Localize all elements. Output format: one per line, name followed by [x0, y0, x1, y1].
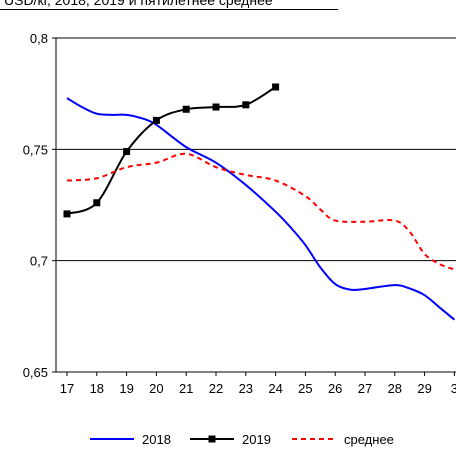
chart-title: USD/кг, 2018, 2019 и пятилетнее среднее: [4, 0, 273, 8]
point-2019-3: [152, 116, 160, 124]
x-tick-label-11: 28: [388, 381, 402, 396]
y-tick-label-1: 0,7: [30, 254, 48, 269]
point-2019-7: [272, 83, 280, 91]
point-2019-0: [63, 210, 71, 218]
grid-layer: [56, 37, 456, 373]
x-tick-label-4: 21: [179, 381, 193, 396]
x-tick-label-10: 27: [358, 381, 372, 396]
x-tick-label-5: 22: [209, 381, 223, 396]
x-tick-label-8: 25: [298, 381, 312, 396]
point-2019-6: [242, 101, 250, 109]
y-tick-label-2: 0,75: [23, 142, 48, 157]
legend-label-среднее: среднее: [344, 432, 394, 447]
legend-label-2018: 2018: [142, 432, 171, 447]
x-tick-label-12: 29: [417, 381, 431, 396]
x-tick-label-9: 26: [328, 381, 342, 396]
series-line-2018: [66, 97, 456, 321]
point-2019-1: [93, 199, 101, 207]
point-2019-4: [182, 105, 190, 113]
point-2019-2: [123, 148, 131, 156]
series-line-среднее: [66, 152, 455, 271]
x-tick-label-6: 23: [239, 381, 253, 396]
axis-layer: 0,65 0,7 0,75 0,8 17 18 19 20 21 22 23 24 25 26 27 28 29…: [23, 31, 456, 396]
x-tick-label-7: 24: [268, 381, 282, 396]
x-tick-label-3: 20: [149, 381, 163, 396]
x-tick-label-0: 17: [60, 381, 74, 396]
series-layer: [63, 83, 456, 321]
point-2019-5: [212, 103, 220, 111]
legend-label-2019: 2019: [242, 432, 271, 447]
legend: 2018 2019 среднее: [90, 432, 394, 447]
y-tick-label-3: 0,8: [30, 31, 48, 46]
x-tick-label-13: 3: [451, 381, 456, 396]
title-underline: [0, 9, 338, 10]
legend-marker-2019: [208, 435, 216, 443]
x-tick-label-1: 18: [90, 381, 104, 396]
x-tick-label-2: 19: [119, 381, 133, 396]
y-tick-label-0: 0,65: [23, 365, 48, 380]
